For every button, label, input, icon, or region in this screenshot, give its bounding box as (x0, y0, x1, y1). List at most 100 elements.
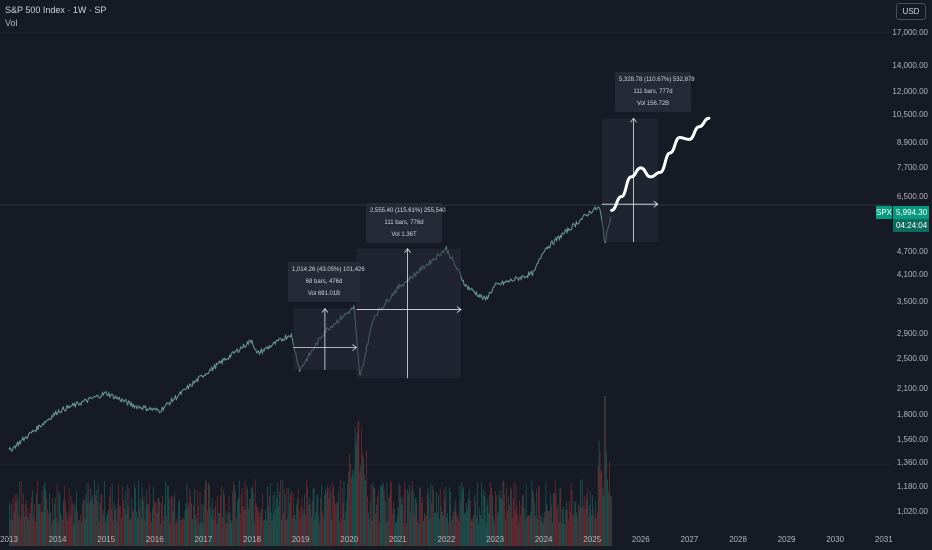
volume-bar (416, 503, 418, 546)
volume-bar (515, 485, 517, 546)
volume-bar (585, 493, 587, 546)
volume-bar (55, 518, 57, 546)
volume-bar (302, 513, 304, 546)
volume-bar (27, 508, 29, 546)
volume-bar (224, 494, 225, 546)
volume-bar (580, 479, 581, 546)
volume-bar (303, 508, 305, 546)
volume-bar (313, 488, 315, 546)
volume-bar (111, 483, 113, 546)
volume-bar (511, 517, 513, 546)
price-axis-tick: 7,700.00 (896, 162, 928, 172)
volume-bar (439, 489, 441, 546)
volume-bar (464, 512, 465, 546)
volume-bar (443, 489, 445, 546)
volume-bar (77, 511, 78, 546)
volume-bar (336, 502, 337, 546)
volume-bar (69, 516, 71, 546)
price-axis-tick: 1,560.00 (896, 434, 928, 444)
volume-bar (52, 497, 53, 546)
measurement-bars: 111 bars, 777d (633, 89, 673, 95)
volume-bar (327, 488, 329, 546)
volume-bar (407, 489, 408, 546)
volume-bar (58, 492, 60, 546)
volume-bar (542, 524, 544, 546)
volume-bar (210, 516, 212, 546)
volume-bar (50, 512, 51, 546)
volume-bar (458, 521, 460, 546)
volume-bar (61, 516, 63, 546)
volume-bar (71, 505, 73, 546)
volume-bar (246, 486, 248, 546)
volume-indicator-label[interactable]: Vol (5, 18, 18, 28)
volume-bar (544, 511, 546, 546)
volume-bar (195, 519, 197, 546)
volume-bar (238, 480, 240, 546)
volume-bar (503, 480, 505, 546)
volume-bar (409, 512, 411, 546)
volume-bar (193, 505, 194, 546)
volume-bar (136, 511, 137, 546)
volume-bar (572, 513, 574, 546)
volume-bar (242, 506, 244, 546)
volume-bar (381, 481, 383, 546)
price-axis-tick: 2,500.00 (896, 354, 928, 364)
volume-bar (33, 517, 35, 546)
volume-bar (269, 483, 271, 546)
volume-bar (502, 482, 504, 546)
volume-bar (295, 518, 296, 546)
volume-bar (525, 484, 527, 546)
symbol-title[interactable]: S&P 500 Index · 1W · SP (5, 5, 107, 15)
volume-bar (435, 512, 436, 546)
volume-bar (294, 514, 295, 546)
volume-bar (88, 484, 90, 546)
volume-bar (315, 511, 317, 546)
volume-bar (221, 486, 222, 546)
volume-bar (475, 500, 477, 546)
volume-bar (235, 492, 236, 546)
volume-bar (507, 510, 508, 546)
volume-bar (75, 508, 77, 546)
volume-bar (292, 518, 293, 546)
time-axis-tick: 2028 (729, 535, 747, 544)
volume-bar (53, 503, 55, 546)
volume-bar (555, 492, 557, 546)
volume-bar (549, 510, 550, 546)
volume-bar (131, 497, 133, 546)
volume-bar (417, 520, 419, 546)
volume-bar (291, 491, 293, 546)
volume-bar (191, 503, 192, 546)
volume-bar (123, 499, 124, 546)
volume-bar (340, 518, 342, 546)
volume-bar (277, 483, 278, 546)
price-axis-tick: 4,700.00 (896, 246, 928, 256)
volume-bar (26, 517, 28, 546)
volume-bar (433, 490, 435, 546)
volume-bar (426, 493, 428, 546)
volume-bar (581, 479, 583, 546)
volume-bar (281, 480, 283, 546)
volume-bar (477, 482, 478, 546)
volume-bar (579, 506, 580, 546)
measurement-arrowhead (404, 247, 411, 253)
volume-bar (179, 500, 180, 546)
volume-bar (343, 481, 345, 546)
volume-bar (97, 484, 99, 546)
volume-bar (449, 486, 450, 546)
volume-bar (15, 501, 17, 546)
volume-bar (516, 506, 518, 546)
volume-bar (243, 510, 245, 546)
volume-bar (334, 496, 335, 546)
measurement-bars: 68 bars, 476d (305, 279, 343, 285)
volume-bar (459, 485, 461, 546)
volume-bar (19, 481, 21, 546)
volume-bar (117, 503, 119, 546)
volume-bar (247, 489, 249, 546)
volume-bar (99, 503, 101, 546)
currency-button[interactable]: USD (896, 3, 926, 20)
price-axis-tick: 1,800.00 (896, 410, 928, 420)
volume-bar (47, 509, 49, 546)
volume-bar (289, 502, 291, 546)
